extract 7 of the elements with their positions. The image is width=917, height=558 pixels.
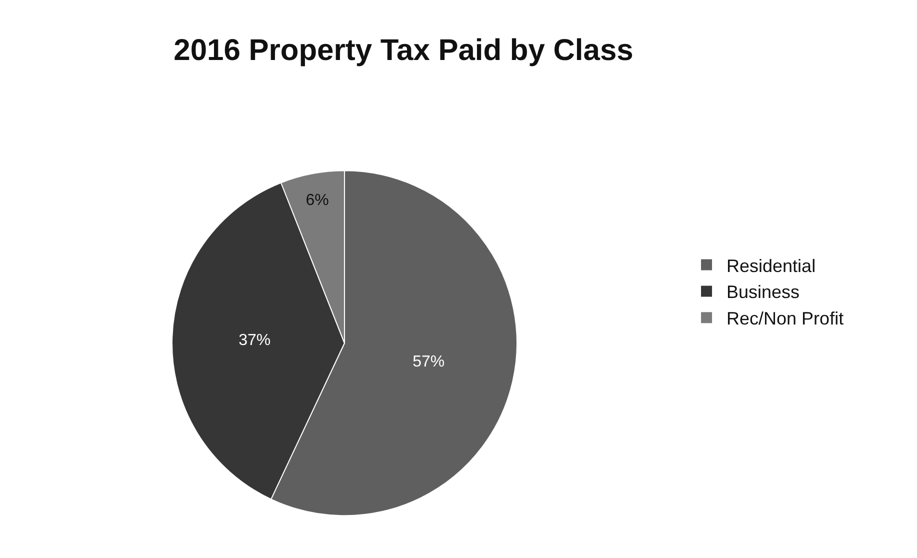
legend-label: Rec/Non Profit: [726, 308, 844, 329]
chart-title: 2016 Property Tax Paid by Class: [174, 34, 634, 68]
data-label: 6%: [306, 192, 329, 209]
legend-label: Residential: [726, 256, 816, 276]
data-label: 37%: [238, 332, 271, 349]
legend-label: Business: [726, 282, 800, 302]
data-label: 57%: [412, 353, 445, 370]
